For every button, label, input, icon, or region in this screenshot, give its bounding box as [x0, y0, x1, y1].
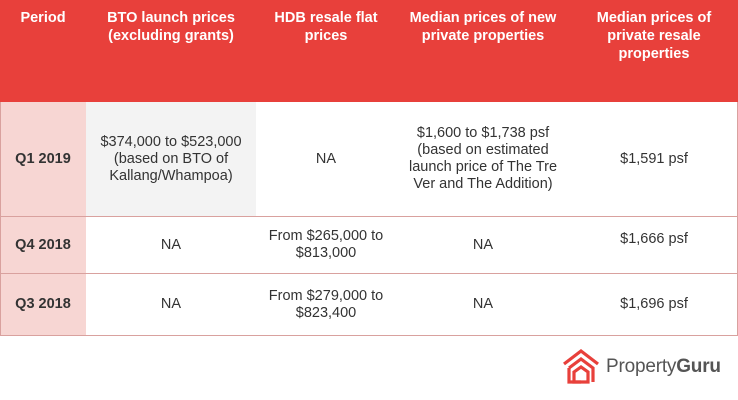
row-bto-cell: $374,000 to $523,000 (based on BTO of Ka… [86, 102, 256, 216]
table-row: Q4 2018 NA From $265,000 to $813,000 NA … [0, 217, 738, 274]
row-private-resale-cell: $1,696 psf [620, 296, 688, 312]
row-period-cell: Q1 2019 [0, 102, 86, 216]
row-new-private-cell: NA [472, 236, 494, 253]
header-period: Period [20, 10, 66, 26]
table-row: Q1 2019 $374,000 to $523,000 (based on B… [0, 102, 738, 217]
price-table: Period BTO launch prices (excluding gran… [0, 0, 738, 336]
table-row: Q3 2018 NA From $279,000 to $823,400 NA … [0, 274, 738, 336]
row-bto-cell: NA [160, 236, 182, 253]
header-hdb-resale-prices: HDB resale flat prices [274, 10, 378, 44]
row-hdb-cell: From $279,000 to $823,400 [268, 287, 384, 321]
row-new-private-cell: $1,600 to $1,738 psf (based on estimated… [396, 102, 570, 216]
row-hdb-cell: From $265,000 to $813,000 [268, 228, 384, 261]
propertyguru-wordmark: PropertyGuru [606, 356, 721, 378]
header-bto-launch-prices: BTO launch prices (excluding grants) [107, 10, 235, 44]
row-hdb-cell: NA [256, 102, 396, 216]
propertyguru-house-icon [563, 348, 599, 384]
header-private-resale-prices: Median prices of private resale properti… [596, 10, 712, 62]
row-new-private-cell: NA [472, 296, 494, 312]
propertyguru-logo: PropertyGuru [561, 347, 721, 387]
logo-text-property: Property [606, 356, 677, 377]
row-period-cell: Q3 2018 [0, 274, 86, 335]
row-private-resale-cell: $1,591 psf [570, 102, 738, 216]
row-bto-cell: NA [160, 296, 182, 312]
logo-text-guru: Guru [676, 356, 721, 377]
row-private-resale-cell: $1,666 psf [620, 231, 688, 247]
header-new-private-prices: Median prices of new private properties [409, 10, 557, 44]
row-period-cell: Q4 2018 [0, 217, 86, 273]
table-left-border [0, 102, 1, 336]
table-header-row: Period BTO launch prices (excluding gran… [0, 0, 738, 102]
